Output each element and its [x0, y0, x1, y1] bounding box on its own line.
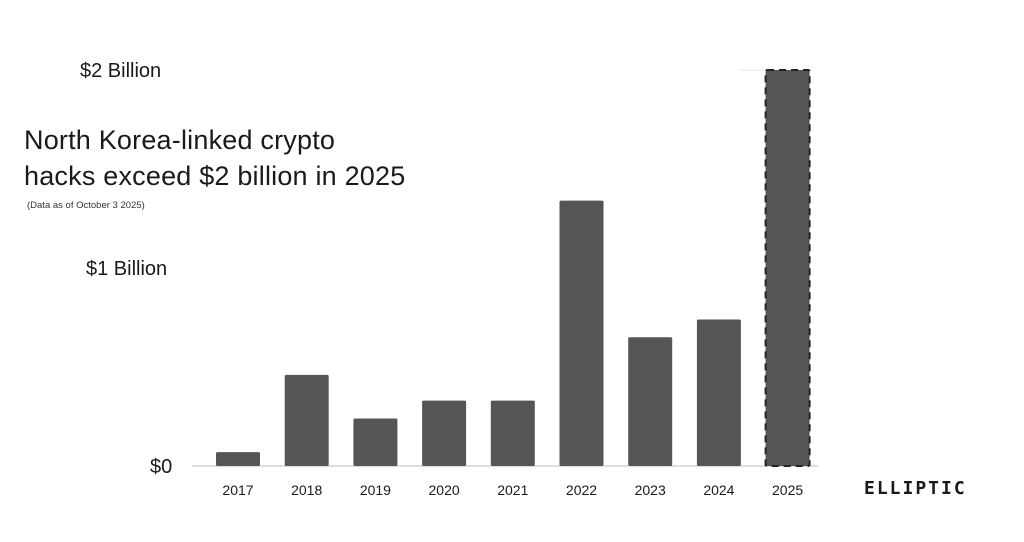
x-tick-label-2017: 2017 — [222, 482, 253, 498]
y-tick-label: $2 Billion — [80, 60, 161, 82]
bar-2023 — [628, 337, 673, 466]
bar-2020 — [422, 400, 467, 466]
bar-2021 — [490, 400, 535, 466]
bar-2025 — [764, 69, 811, 467]
x-tick-label-2022: 2022 — [566, 482, 597, 498]
x-tick-label-2025: 2025 — [772, 482, 803, 498]
x-tick-label-2023: 2023 — [635, 482, 666, 498]
chart-title: North Korea-linked crypto hacks exceed $… — [24, 122, 405, 194]
x-tick-label-2024: 2024 — [703, 482, 734, 498]
chart-subtitle: (Data as of October 3 2025) — [27, 200, 145, 211]
x-tick-label-2019: 2019 — [360, 482, 391, 498]
y-tick-label: $1 Billion — [86, 258, 167, 280]
chart-title-line-1: North Korea-linked crypto — [24, 125, 336, 155]
elliptic-logo: ELLIPTIC — [864, 478, 967, 499]
bar-2017 — [216, 452, 260, 466]
y-tick-label: $0 — [150, 456, 172, 478]
chart-title-line-2: hacks exceed $2 billion in 2025 — [24, 161, 406, 191]
x-tick-label-2018: 2018 — [291, 482, 322, 498]
bar-2019 — [353, 418, 398, 466]
bar-2022 — [559, 200, 604, 466]
x-tick-label-2021: 2021 — [497, 482, 528, 498]
x-tick-label-2020: 2020 — [429, 482, 460, 498]
bar-2024 — [696, 319, 741, 466]
bar-2018 — [284, 374, 329, 466]
